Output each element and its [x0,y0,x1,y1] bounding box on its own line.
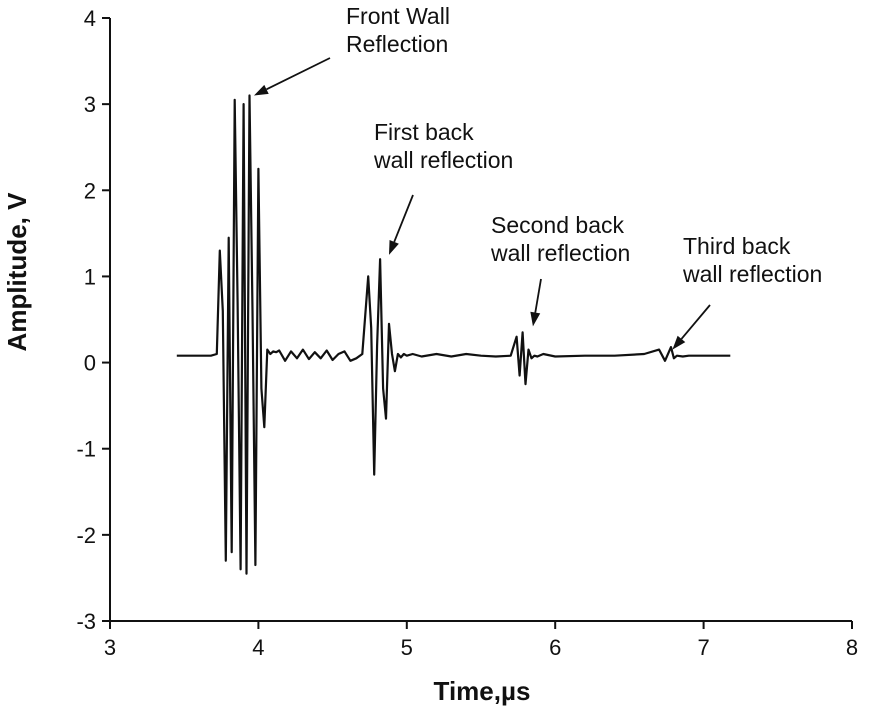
x-tick-label: 7 [697,635,709,660]
y-tick-label: 1 [84,264,96,289]
annotation: Third back wall reflection [672,233,822,350]
x-tick-label: 4 [252,635,264,660]
annotation: First back wall reflection [373,119,513,255]
x-tick-label: 8 [846,635,858,660]
annotation-arrowhead [253,84,269,96]
x-tick-label: 3 [104,635,116,660]
y-tick-label: -3 [76,609,96,634]
annotation-line: Reflection [346,31,448,57]
axes: 3 4 5 6 7 8 -3 -2 -1 0 1 2 3 4 [76,6,858,660]
y-tick-label: 2 [84,178,96,203]
annotation: Front Wall Reflection [253,3,450,96]
x-tick-label: 5 [401,635,413,660]
annotation-text: Front Wall Reflection [346,3,450,57]
plot-area [176,94,731,575]
annotation-line: wall reflection [682,261,822,287]
series-line [176,94,731,575]
annotation: Second back wall reflection [490,212,630,327]
annotation-text: Second back wall reflection [490,212,630,266]
annotation-arrow-line [534,278,542,313]
annotation-arrow-line [393,194,414,243]
annotation-line: First back [374,119,474,145]
annotation-line: Third back [683,233,791,259]
annotation-line: wall reflection [490,240,630,266]
annotation-line: Second back [491,212,624,238]
x-axis-title: Time,µs [434,676,531,706]
y-tick-label: 3 [84,92,96,117]
x-tick-label: 6 [549,635,561,660]
annotation-arrow-line [266,57,331,91]
annotation-arrowhead [388,240,399,255]
y-axis-title: Amplitude, V [2,192,32,352]
annotation-arrowhead [672,335,686,350]
y-tick-label: 4 [84,6,96,31]
annotation-text: Third back wall reflection [682,233,822,287]
annotation-arrow-line [680,304,711,340]
annotation-text: First back wall reflection [373,119,513,173]
annotation-arrowhead [530,311,541,327]
annotation-line: wall reflection [373,147,513,173]
annotation-line: Front Wall [346,3,450,29]
y-tick-label: -2 [76,523,96,548]
y-tick-label: -1 [76,437,96,462]
y-tick-label: 0 [84,351,96,376]
